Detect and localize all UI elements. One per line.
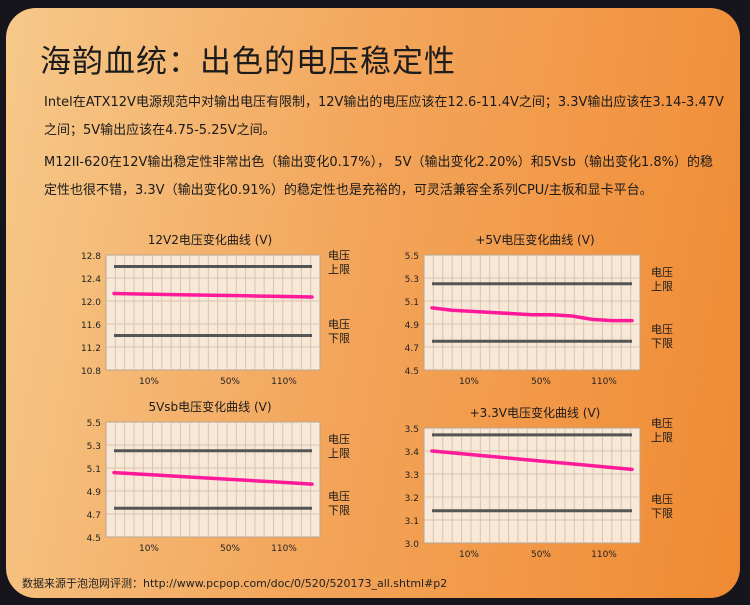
x-tick-label: 10% [139, 377, 159, 387]
y-tick-label: 10.8 [81, 367, 101, 377]
stability-paragraph: M12II-620在12V输出稳定性非常出色（输出变化0.17%）， 5V（输出… [44, 155, 713, 198]
series-line [112, 470, 314, 486]
y-tick-label: 5.1 [87, 465, 101, 475]
series-line [112, 291, 314, 299]
lower-limit-label: 电压 下限 [328, 490, 352, 518]
lower-limit-label-line: 电压 [651, 492, 673, 506]
x-tick-label: 50% [531, 550, 551, 560]
y-tick-label: 3.5 [405, 425, 419, 435]
lower-limit-label: 电压 下限 [651, 323, 675, 351]
source-note: 数据来源于泡泡网评测：http://www.pcpop.com/doc/0/52… [22, 577, 448, 590]
y-tick-label: 12.4 [81, 275, 101, 285]
series-line [430, 449, 634, 472]
chart-5vsb-voltage: 5Vsb电压变化曲线 (V) 5.5 5.3 5.1 4.9 4.7 4.5 10% 50% 1… [70, 398, 350, 560]
upper-limit-label-line: 上限 [328, 262, 350, 276]
y-tick-label: 4.9 [405, 321, 420, 331]
upper-limit-label-line: 电压 [328, 432, 350, 446]
chart-title: +3.3V电压变化曲线 (V) [469, 406, 601, 420]
y-tick-label: 3.4 [405, 448, 420, 458]
lower-limit-label-line: 电压 [328, 317, 350, 331]
page-title: 海韵血统：出色的电压稳定性 [40, 44, 456, 80]
y-tick-label: 4.5 [87, 534, 101, 544]
y-tick-label: 12.8 [81, 252, 101, 262]
x-tick-label: 10% [459, 550, 479, 560]
lower-limit-label-line: 下限 [651, 337, 673, 351]
plot-area [105, 254, 321, 371]
y-tick-label: 11.2 [81, 344, 101, 354]
x-tick-label: 50% [220, 544, 240, 554]
x-tick-label: 10% [139, 544, 159, 554]
lower-limit-label-line: 下限 [651, 506, 673, 520]
chart-3v3-voltage: +3.3V电压变化曲线 (V) 3.5 3.4 3.3 3.2 3.1 3.0 10% 50%… [390, 404, 680, 566]
y-tick-label: 4.5 [405, 367, 419, 377]
y-tick-label: 5.3 [405, 275, 419, 285]
x-tick-label: 50% [220, 377, 240, 387]
chart-svg: 12.8 12.4 12.0 11.6 11.2 10.8 10% 50% 110% [81, 252, 321, 387]
lower-limit-label-line: 下限 [328, 331, 350, 345]
x-tick-label: 110% [591, 550, 617, 560]
y-tick-label: 3.3 [405, 471, 419, 481]
upper-limit-label-line: 电压 [651, 416, 673, 430]
upper-limit-label-line: 上限 [328, 446, 350, 460]
intro-paragraph: Intel在ATX12V电源规范中对输出电压有限制，12V输出的电压应该在12.… [44, 95, 724, 138]
y-tick-label: 5.1 [405, 298, 419, 308]
y-tick-label: 4.7 [87, 511, 101, 521]
upper-limit-label-line: 电压 [328, 248, 350, 262]
chart-svg: 5.5 5.3 5.1 4.9 4.7 4.5 10% 50% 110% [405, 252, 641, 387]
y-tick-label: 3.2 [405, 494, 419, 504]
y-tick-label: 3.0 [405, 540, 420, 550]
lower-limit-label-line: 电压 [651, 323, 673, 337]
y-tick-label: 12.0 [81, 298, 101, 308]
x-tick-label: 110% [591, 377, 617, 387]
upper-limit-label: 电压 上限 [328, 249, 352, 277]
chart-title: 12V2电压变化曲线 (V) [147, 233, 273, 247]
plot-area [105, 421, 321, 538]
series-line [430, 306, 634, 323]
lower-limit-label: 电压 下限 [651, 493, 675, 521]
y-tick-label: 5.3 [87, 442, 101, 452]
upper-limit-label: 电压 上限 [651, 417, 675, 445]
x-tick-label: 10% [459, 377, 479, 387]
chart-5v-voltage: +5V电压变化曲线 (V) 5.5 5.3 5.1 4.9 4.7 4.5 10% 50% 11… [390, 231, 680, 393]
x-tick-label: 50% [531, 377, 551, 387]
upper-limit-label-line: 上限 [651, 279, 673, 293]
y-tick-label: 4.7 [405, 344, 419, 354]
y-tick-label: 3.1 [405, 517, 419, 527]
plot-area [423, 254, 641, 371]
x-tick-label: 110% [271, 544, 297, 554]
chart-svg: 5.5 5.3 5.1 4.9 4.7 4.5 10% 50% 110% [87, 419, 321, 554]
chart-12v2-voltage: 12V2电压变化曲线 (V) 12.8 12.4 12.0 11.6 11.2 10.8 1… [70, 231, 350, 393]
y-tick-label: 5.5 [87, 419, 101, 429]
chart-title: +5V电压变化曲线 (V) [475, 233, 595, 247]
upper-limit-label: 电压 上限 [651, 266, 675, 294]
y-tick-label: 4.9 [87, 488, 102, 498]
upper-limit-label-line: 电压 [651, 265, 673, 279]
lower-limit-label: 电压 下限 [328, 318, 352, 346]
upper-limit-label: 电压 上限 [328, 433, 352, 461]
y-tick-label: 11.6 [81, 321, 101, 331]
y-tick-label: 5.5 [405, 252, 419, 262]
plot-area [423, 427, 641, 544]
lower-limit-label-line: 下限 [328, 504, 350, 518]
upper-limit-label-line: 上限 [651, 430, 673, 444]
chart-svg: 3.5 3.4 3.3 3.2 3.1 3.0 10% 50% 110% [405, 425, 641, 560]
lower-limit-label-line: 电压 [328, 490, 350, 504]
chart-title: 5Vsb电压变化曲线 (V) [148, 400, 272, 414]
x-tick-label: 110% [271, 377, 297, 387]
